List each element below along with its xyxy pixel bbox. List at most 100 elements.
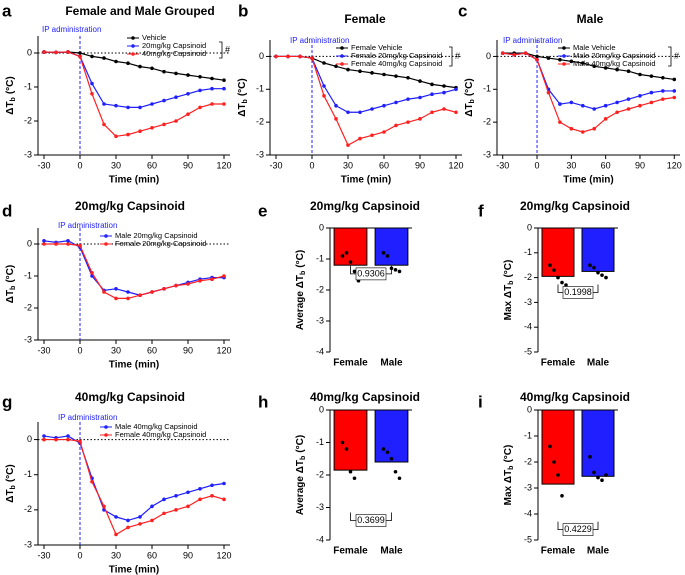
y-tick-label: -3 — [524, 482, 532, 492]
data-point — [389, 456, 394, 461]
data-point — [102, 102, 106, 106]
y-axis-label-unit: (°C) — [237, 78, 248, 96]
data-point — [186, 112, 190, 116]
data-point — [150, 504, 154, 509]
x-tick-label: 0 — [77, 345, 82, 355]
x-tick-label: 90 — [183, 550, 193, 560]
significance-bracket — [668, 46, 672, 67]
legend-marker — [104, 433, 108, 437]
data-point — [298, 54, 302, 59]
data-point — [78, 54, 82, 59]
data-point — [592, 126, 597, 131]
y-tick-label: 0 — [27, 238, 32, 248]
legend-marker — [131, 52, 135, 56]
legend-label: 40mg/kg Capsinoid — [142, 49, 206, 58]
bar — [374, 227, 409, 266]
data-point — [638, 72, 642, 77]
y-tick-label: -2 — [24, 115, 32, 125]
data-point — [150, 66, 154, 71]
bar — [581, 227, 615, 272]
x-axis-label: Time (min) — [563, 175, 613, 186]
data-point — [352, 269, 357, 274]
y-axis-label-sub: b — [242, 99, 249, 103]
data-point — [186, 73, 190, 77]
data-point — [381, 447, 386, 451]
data-point — [500, 51, 505, 55]
data-point — [592, 107, 597, 111]
data-point — [385, 450, 390, 455]
data-point — [42, 242, 46, 246]
chart-title: Female — [344, 12, 386, 26]
data-point — [126, 61, 130, 65]
y-tick-label: -2 — [256, 117, 264, 127]
y-tick-label: -2 — [316, 284, 324, 294]
data-point — [42, 50, 46, 54]
data-point — [603, 66, 608, 70]
panel-label: g — [2, 392, 12, 411]
series-line — [43, 51, 224, 108]
data-point — [138, 129, 142, 133]
legend-label: Male 20mg/kg Capsinoid — [115, 231, 198, 240]
y-axis-label-unit: (°C) — [503, 445, 514, 463]
chart-title: 40mg/kg Capsinoid — [310, 390, 420, 404]
legend-marker — [131, 44, 135, 48]
data-point — [162, 287, 166, 291]
y-axis-label-unit: (°C) — [5, 76, 16, 94]
data-point — [394, 123, 398, 128]
y-tick-label: -2 — [524, 272, 532, 282]
data-point — [394, 74, 398, 78]
series-line — [44, 243, 225, 299]
data-point — [186, 282, 190, 286]
data-point — [442, 84, 446, 88]
legend-label: Female 20mg/kg Capsinoid — [351, 51, 442, 60]
y-axis-label-part: ΔT — [5, 290, 16, 303]
data-point — [222, 497, 226, 502]
significance-mark: # — [225, 44, 230, 54]
data-point — [42, 437, 46, 442]
x-tick-label: -30 — [37, 550, 50, 560]
p-value: 0.1998 — [564, 287, 592, 297]
y-tick-label: -1 — [524, 430, 532, 440]
y-tick-label: -4 — [316, 346, 324, 356]
annotation: IP administration — [503, 36, 562, 45]
legend-label: Male 40mg/kg Capsinoid — [115, 422, 198, 431]
annotation: IP administration — [58, 413, 117, 422]
data-point — [344, 251, 349, 255]
series-line — [44, 438, 225, 536]
y-axis-label-sub: b — [508, 281, 515, 285]
data-point — [569, 100, 574, 105]
data-point — [381, 251, 386, 255]
data-point — [580, 61, 585, 65]
data-point — [210, 277, 214, 282]
x-tick-label: -30 — [269, 160, 282, 170]
data-point — [78, 243, 82, 248]
y-axis-label: Average ΔTb (°C) — [295, 435, 308, 515]
data-point — [90, 479, 94, 484]
data-point — [78, 51, 82, 55]
x-tick-label: Female — [541, 358, 576, 369]
data-point — [661, 97, 665, 101]
y-tick-label: -1 — [24, 469, 32, 479]
p-value-box — [355, 267, 387, 281]
x-tick-label: 60 — [379, 160, 389, 170]
data-point — [322, 61, 326, 65]
data-point — [397, 269, 402, 274]
data-point — [222, 78, 226, 82]
data-point — [592, 265, 596, 270]
data-point — [523, 51, 528, 55]
data-point — [556, 473, 560, 477]
data-point — [661, 75, 665, 80]
x-tick-label: 0 — [535, 160, 540, 170]
data-point — [198, 279, 202, 283]
data-point — [90, 92, 94, 96]
data-point — [186, 92, 190, 96]
data-point — [90, 54, 94, 59]
x-tick-label: 30 — [111, 345, 121, 355]
data-point — [397, 476, 402, 481]
y-tick-label: -3 — [316, 315, 324, 325]
data-point — [198, 497, 202, 502]
data-point — [358, 69, 362, 74]
bar — [541, 227, 575, 277]
data-point — [348, 469, 353, 474]
